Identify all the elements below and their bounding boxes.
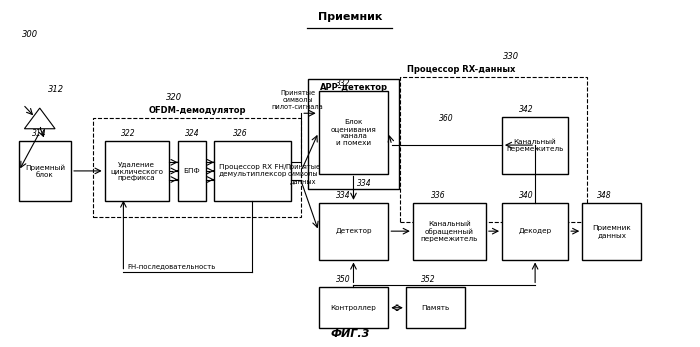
- Text: 350: 350: [336, 275, 351, 284]
- Text: Канальный
перемежитель: Канальный перемежитель: [506, 138, 564, 152]
- Text: Блок
оценивания
канала
и помехи: Блок оценивания канала и помехи: [330, 119, 377, 146]
- Text: 332: 332: [336, 79, 351, 88]
- Text: 314: 314: [32, 129, 46, 138]
- Text: Принятые
символы
данных: Принятые символы данных: [285, 164, 320, 184]
- Text: 342: 342: [519, 105, 533, 114]
- Text: Удаление
циклического
префикса: Удаление циклического префикса: [110, 161, 163, 181]
- FancyBboxPatch shape: [104, 141, 169, 201]
- Text: Процессор RX-данных: Процессор RX-данных: [407, 65, 515, 74]
- Text: БПФ: БПФ: [183, 168, 200, 174]
- FancyBboxPatch shape: [318, 203, 388, 260]
- FancyBboxPatch shape: [178, 141, 206, 201]
- FancyBboxPatch shape: [413, 203, 486, 260]
- Text: 324: 324: [185, 129, 200, 138]
- Text: Приемный
блок: Приемный блок: [25, 164, 65, 178]
- Text: 312: 312: [48, 85, 64, 94]
- Text: 336: 336: [431, 191, 446, 200]
- Text: Контроллер: Контроллер: [330, 305, 377, 311]
- Text: Детектор: Детектор: [335, 228, 372, 234]
- FancyBboxPatch shape: [502, 203, 568, 260]
- Text: Процессор RX FH/
демультиплексор: Процессор RX FH/ демультиплексор: [218, 164, 286, 177]
- Text: 330: 330: [503, 52, 519, 61]
- Text: Приемник: Приемник: [318, 12, 382, 22]
- Text: Принятые
символы
пилот-сигнала: Принятые символы пилот-сигнала: [272, 90, 323, 110]
- FancyBboxPatch shape: [214, 141, 290, 201]
- FancyBboxPatch shape: [582, 203, 641, 260]
- FancyBboxPatch shape: [19, 141, 71, 201]
- Text: 320: 320: [166, 93, 182, 102]
- Text: 322: 322: [120, 129, 135, 138]
- Text: 352: 352: [421, 275, 435, 284]
- Text: 360: 360: [439, 113, 454, 122]
- Text: Декодер: Декодер: [519, 228, 552, 234]
- Text: Память: Память: [421, 305, 449, 311]
- Text: ФИГ.3: ФИГ.3: [330, 329, 370, 339]
- Text: 300: 300: [22, 30, 38, 39]
- Text: 334: 334: [357, 179, 372, 188]
- Text: FH-последовательность: FH-последовательность: [127, 263, 216, 269]
- Text: APP-детектор: APP-детектор: [319, 83, 388, 92]
- FancyBboxPatch shape: [502, 117, 568, 174]
- Text: 348: 348: [597, 191, 612, 200]
- Text: Канальный
обращенный
перемежитель: Канальный обращенный перемежитель: [421, 221, 478, 242]
- FancyBboxPatch shape: [406, 287, 465, 328]
- Text: 340: 340: [519, 191, 533, 200]
- FancyBboxPatch shape: [318, 91, 388, 174]
- Text: OFDM-демодулятор: OFDM-демодулятор: [148, 106, 246, 115]
- Text: 334: 334: [336, 191, 351, 200]
- Text: Приемник
данных: Приемник данных: [592, 225, 631, 238]
- Text: 326: 326: [233, 129, 248, 138]
- FancyBboxPatch shape: [318, 287, 388, 328]
